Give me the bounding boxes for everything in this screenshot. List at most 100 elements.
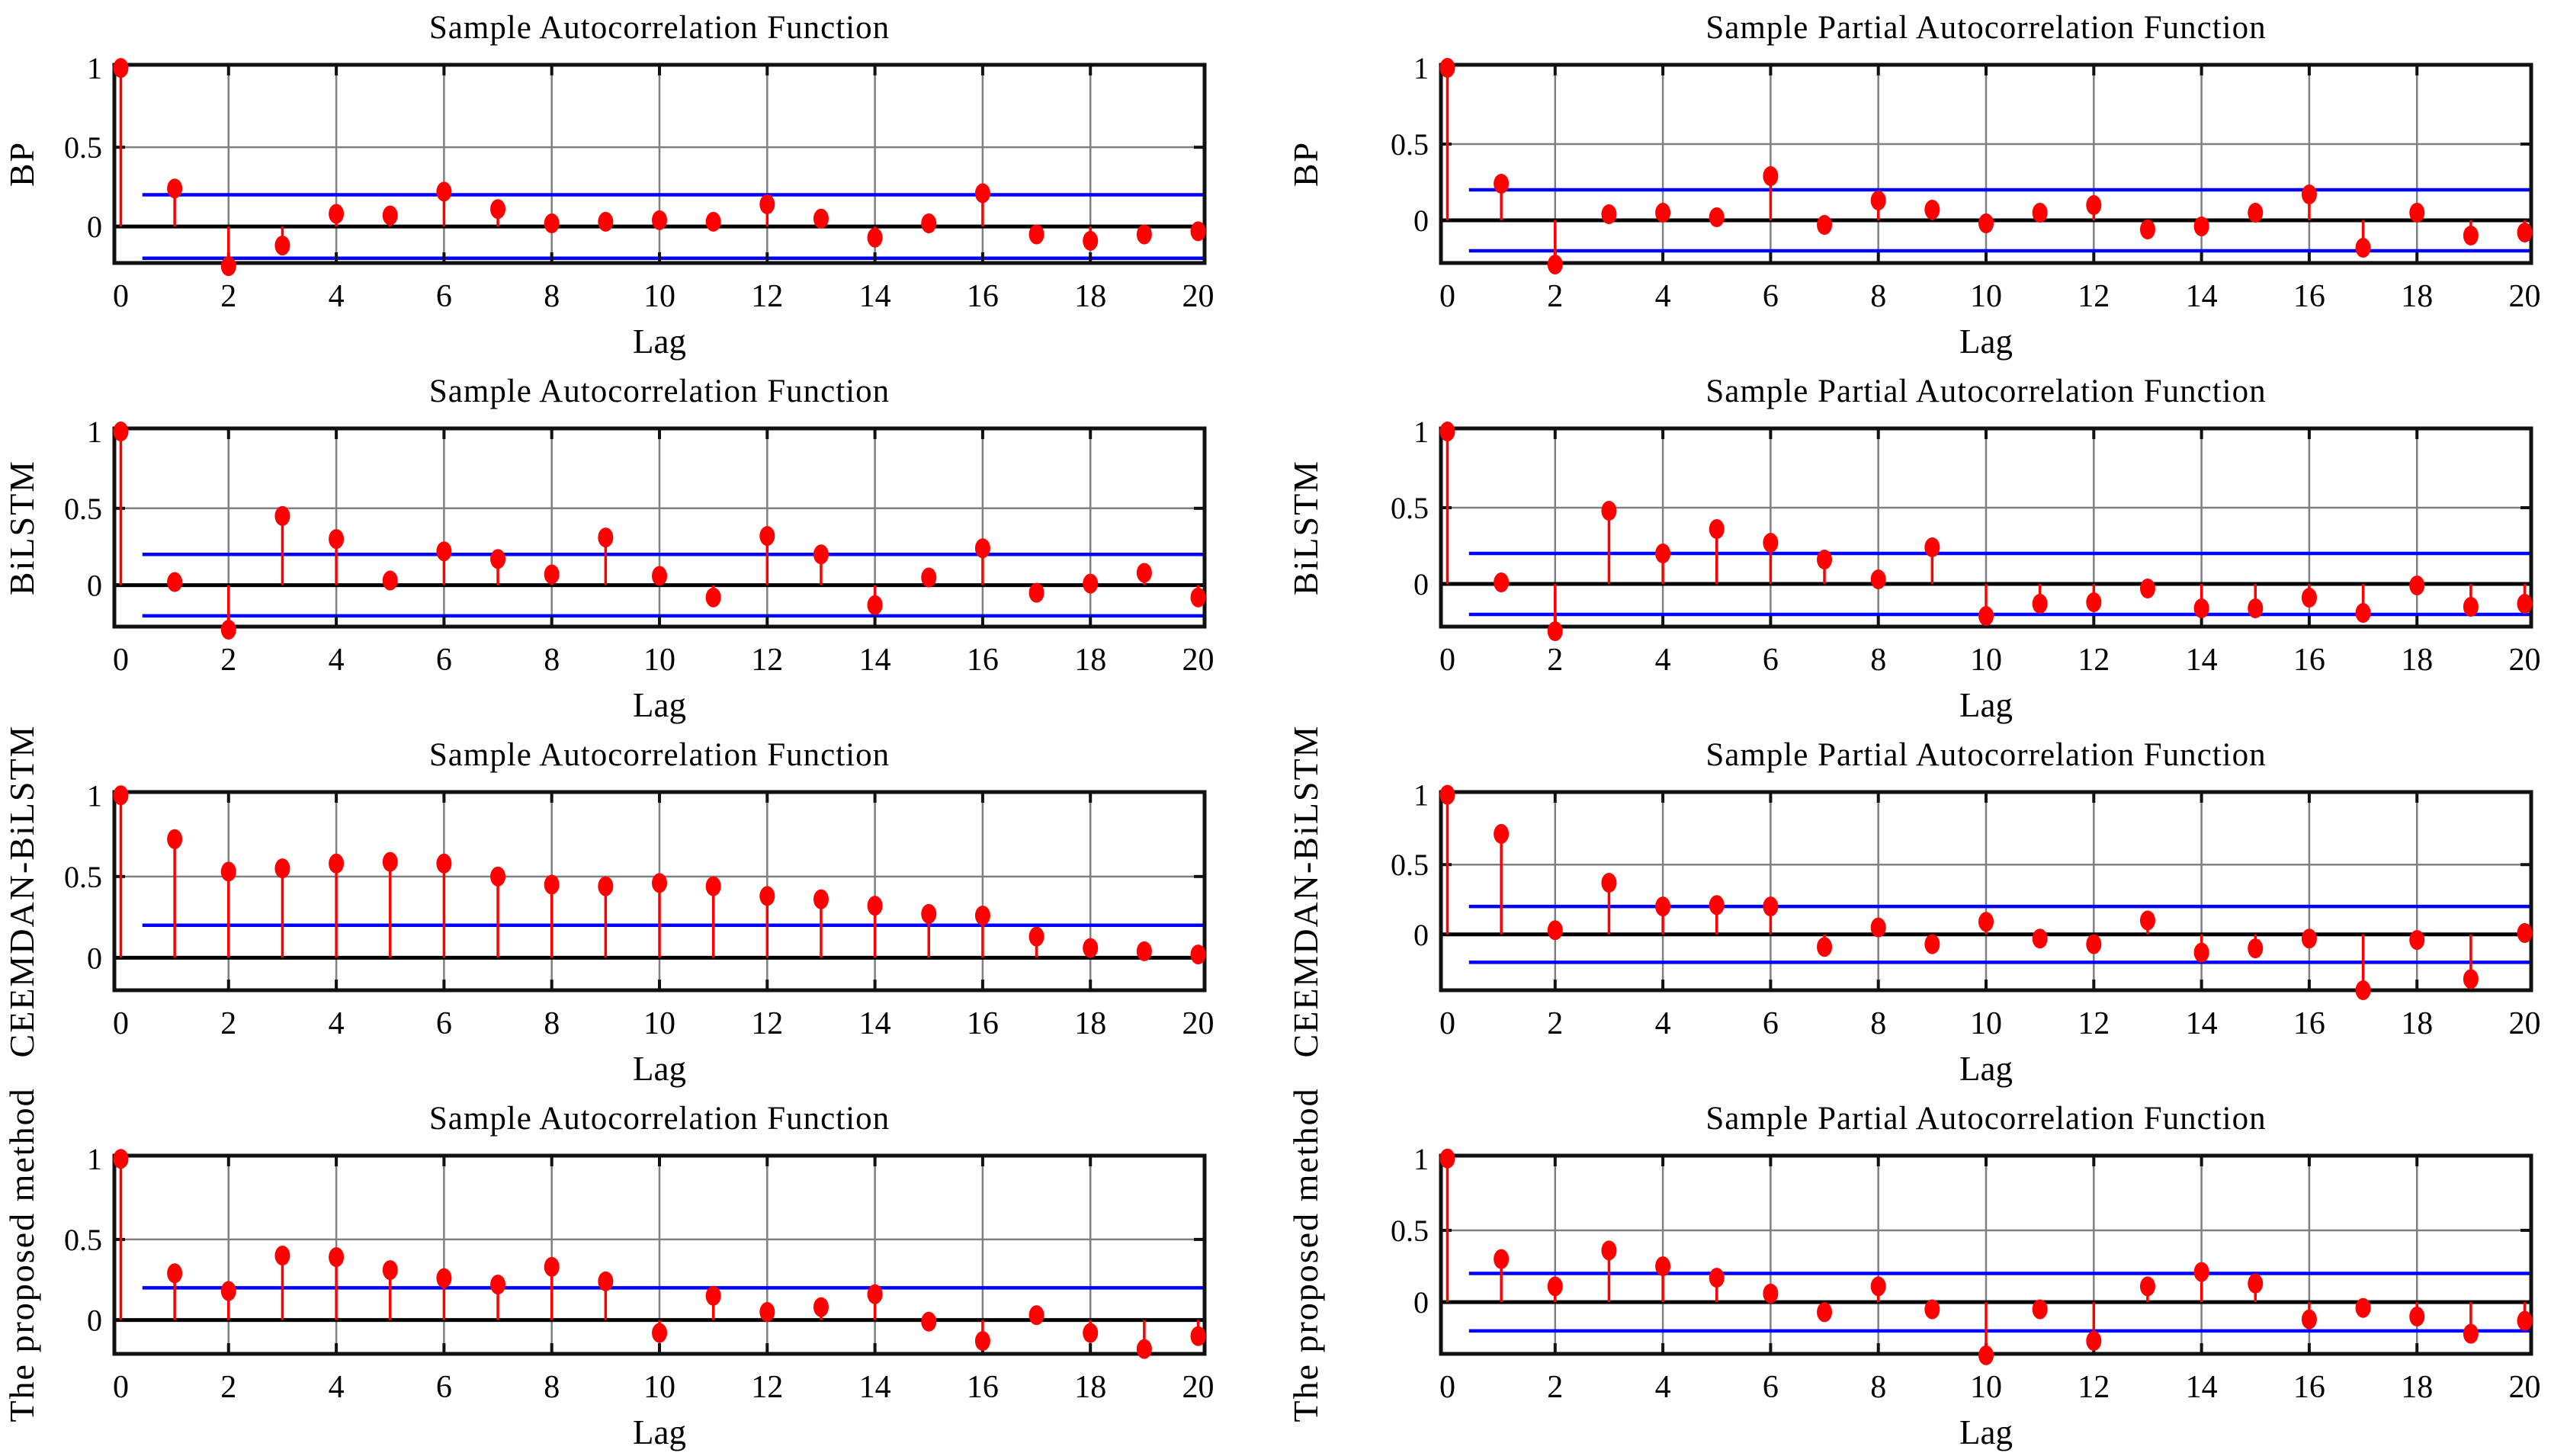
chart-cell-the-proposed-method-pacf: Sample Partial Autocorrelation Function T…: [1286, 1087, 2541, 1451]
x-tick-label: 16: [2293, 1006, 2325, 1041]
x-tick-label: 0: [113, 1006, 129, 1041]
chart-title: Sample Partial Autocorrelation Function: [1705, 737, 2266, 773]
stem-marker: [598, 1271, 614, 1291]
stem-marker: [1083, 230, 1099, 251]
stem-marker: [1083, 573, 1099, 594]
chart-cell-the-proposed-method-acf: Sample Autocorrelation Function The propo…: [2, 1087, 1215, 1451]
x-tick-label: 20: [1182, 1006, 1215, 1041]
x-tick-label: 12: [2078, 279, 2110, 314]
x-tick-label: 14: [859, 279, 891, 314]
chart-cell-ceemdan-bilstm-pacf: Sample Partial Autocorrelation Function C…: [1286, 725, 2541, 1088]
stem-marker: [167, 1263, 183, 1284]
y-tick-label: 1: [1413, 778, 1429, 813]
stem-marker: [2139, 910, 2155, 931]
stem-marker: [2086, 592, 2102, 612]
stem-marker: [2193, 1262, 2209, 1282]
stem-marker: [652, 1323, 667, 1343]
stem-marker: [1709, 519, 1725, 539]
stem-marker: [329, 853, 345, 874]
stem-marker: [974, 905, 990, 925]
stem-marker: [329, 204, 345, 224]
x-tick-label: 0: [1439, 1006, 1455, 1041]
stem-marker: [2463, 1323, 2479, 1344]
stem-marker: [2139, 579, 2155, 598]
x-tick-label: 12: [2078, 1006, 2110, 1041]
stem-marker: [2086, 934, 2102, 954]
stem-marker: [1547, 621, 1563, 641]
x-axis-label: Lag: [633, 686, 686, 724]
stem-marker: [1136, 563, 1152, 583]
stem-marker: [167, 829, 183, 849]
row-label: The proposed method: [2, 1087, 41, 1422]
stem-marker: [2409, 1307, 2425, 1327]
x-tick-label: 4: [1655, 1006, 1671, 1041]
stem-marker: [759, 886, 775, 906]
stem-marker: [1870, 569, 1886, 589]
stem-marker: [220, 861, 236, 882]
x-tick-label: 0: [113, 1370, 129, 1405]
stem-marker: [167, 178, 183, 199]
stem-marker: [1494, 572, 1510, 592]
stem-marker: [382, 570, 398, 591]
stem-marker: [705, 1285, 721, 1306]
stem-marker: [274, 858, 290, 879]
stem-marker: [1870, 1276, 1886, 1297]
stem-marker: [705, 587, 721, 608]
x-tick-label: 0: [1439, 279, 1455, 314]
x-axis-label: Lag: [633, 1413, 686, 1451]
stem-marker: [867, 896, 883, 916]
stem-marker: [2517, 922, 2533, 943]
x-tick-label: 10: [643, 1006, 675, 1041]
x-tick-label: 14: [2186, 279, 2218, 314]
x-tick-label: 12: [751, 643, 783, 678]
x-tick-label: 12: [751, 279, 783, 314]
row-label: The proposed method: [1286, 1087, 1325, 1422]
x-tick-label: 10: [643, 643, 675, 678]
stem-marker: [974, 538, 990, 559]
x-tick-label: 10: [1970, 643, 2002, 678]
stem-marker: [598, 876, 614, 896]
stem-marker: [867, 595, 883, 615]
x-tick-label: 6: [1763, 1006, 1779, 1041]
stem-marker: [1547, 920, 1563, 941]
stem-marker: [1190, 1326, 1206, 1346]
x-tick-label: 12: [2078, 1370, 2110, 1405]
x-tick-label: 0: [1439, 643, 1455, 678]
stem-marker: [2248, 598, 2264, 618]
x-tick-label: 16: [2293, 1370, 2325, 1405]
stem-marker: [1190, 221, 1206, 242]
x-tick-label: 8: [544, 1370, 560, 1405]
y-tick-label: 1: [87, 778, 102, 813]
x-tick-label: 2: [220, 643, 236, 678]
x-axis-label: Lag: [633, 322, 686, 361]
stem-marker: [1763, 1283, 1779, 1304]
stem-marker: [274, 505, 290, 526]
x-tick-label: 16: [967, 279, 999, 314]
stem-marker: [1547, 1276, 1563, 1297]
stem-marker: [1028, 582, 1044, 603]
chart-title: Sample Autocorrelation Function: [429, 1101, 890, 1137]
y-tick-label: 1: [87, 415, 102, 449]
x-tick-label: 2: [1547, 1006, 1563, 1041]
stem-marker: [652, 210, 667, 230]
stem-marker: [220, 620, 236, 640]
y-tick-label: 1: [1413, 51, 1429, 85]
stem-marker: [1439, 1148, 1455, 1169]
stem-marker: [2086, 1331, 2102, 1352]
y-tick-label: 0: [87, 941, 102, 975]
x-tick-label: 10: [1970, 279, 2002, 314]
y-tick-label: 0.5: [1391, 491, 1429, 525]
stem-marker: [1709, 1268, 1725, 1288]
x-tick-label: 20: [2509, 1006, 2541, 1041]
stem-marker: [2355, 238, 2371, 258]
x-tick-label: 4: [329, 1006, 345, 1041]
y-tick-label: 0.5: [1391, 1214, 1429, 1248]
stem-marker: [1136, 941, 1152, 961]
stem-marker: [1870, 917, 1886, 938]
stem-marker: [652, 566, 667, 586]
stem-marker: [1655, 896, 1671, 917]
x-tick-label: 16: [967, 1006, 999, 1041]
stem-marker: [2355, 980, 2371, 1000]
stem-marker: [490, 1275, 506, 1295]
